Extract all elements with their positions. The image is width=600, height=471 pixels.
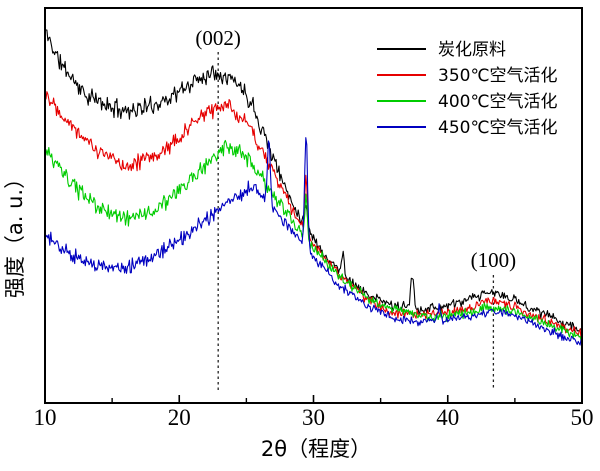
y-axis-label: 强度（a. u.） <box>3 168 27 298</box>
series-line-1 <box>44 91 583 339</box>
x-tick-label-40: 40 <box>436 405 459 430</box>
x-tick-label-50: 50 <box>571 405 594 430</box>
series-line-3 <box>44 137 583 346</box>
x-tick-label-30: 30 <box>302 405 325 430</box>
axis-ticks-layer <box>111 395 516 403</box>
legend-item-0: 炭化原料 <box>377 40 506 60</box>
x-tick-label-20: 20 <box>168 405 191 430</box>
legend-item-3: 450℃空气活化 <box>377 118 558 138</box>
x-tick-label-10: 10 <box>34 405 57 430</box>
annotation-002: (002) <box>195 26 241 50</box>
legend-label-2: 400℃空气活化 <box>438 92 558 112</box>
axis-tick-labels-layer: 10 20 30 40 50 <box>34 405 594 430</box>
legend: 炭化原料 350℃空气活化 400℃空气活化 450℃空气活化 <box>377 40 558 138</box>
x-axis-label: 2θ（程度） <box>261 437 371 461</box>
series-line-2 <box>44 139 583 341</box>
legend-label-3: 450℃空气活化 <box>438 118 558 138</box>
legend-item-1: 350℃空气活化 <box>377 66 558 86</box>
series-line-0 <box>44 29 583 332</box>
peak-annotations-layer: (002) (100) <box>195 26 516 272</box>
series-curves-layer <box>44 29 583 346</box>
legend-label-1: 350℃空气活化 <box>438 66 558 86</box>
annotation-100: (100) <box>471 248 517 272</box>
legend-item-2: 400℃空气活化 <box>377 92 558 112</box>
legend-label-0: 炭化原料 <box>438 40 506 60</box>
